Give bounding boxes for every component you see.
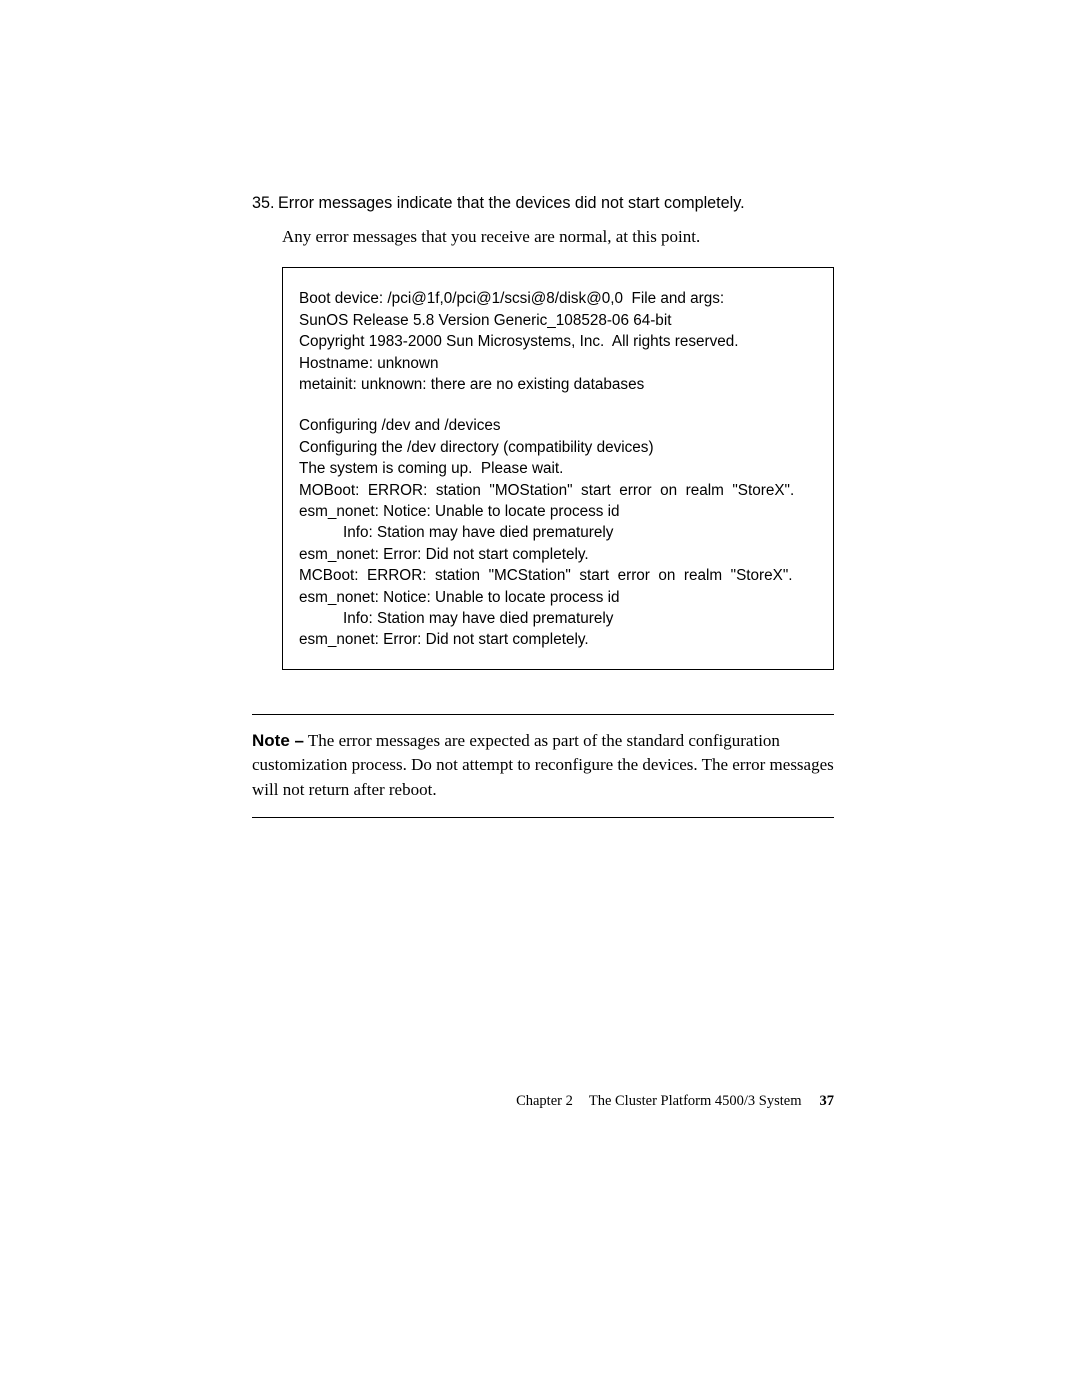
console-line: Hostname: unknown (299, 353, 817, 374)
console-line: esm_nonet: Notice: Unable to locate proc… (299, 501, 817, 522)
footer-page-number: 37 (820, 1093, 835, 1109)
page-content: 35.Error messages indicate that the devi… (252, 192, 834, 818)
step-heading: Error messages indicate that the devices… (278, 194, 745, 212)
console-line: metainit: unknown: there are no existing… (299, 374, 817, 395)
console-line: MOBoot: ERROR: station "MOStation" start… (299, 480, 817, 501)
console-line: The system is coming up. Please wait. (299, 458, 817, 479)
console-line: esm_nonet: Error: Did not start complete… (299, 629, 817, 650)
console-line: MCBoot: ERROR: station "MCStation" start… (299, 565, 817, 586)
console-line: Boot device: /pci@1f,0/pci@1/scsi@8/disk… (299, 288, 817, 309)
console-line: SunOS Release 5.8 Version Generic_108528… (299, 310, 817, 331)
footer-title: The Cluster Platform 4500/3 System (589, 1093, 802, 1109)
step-number: 35. (252, 192, 278, 215)
console-output-box: Boot device: /pci@1f,0/pci@1/scsi@8/disk… (282, 267, 834, 670)
note-block: Note – The error messages are expected a… (252, 714, 834, 818)
step-subtext: Any error messages that you receive are … (282, 225, 834, 250)
step-heading-line: 35.Error messages indicate that the devi… (252, 192, 834, 215)
console-line: Info: Station may have died prematurely (299, 608, 817, 629)
console-line: Configuring the /dev directory (compatib… (299, 437, 817, 458)
note-label: Note – (252, 731, 304, 750)
footer-chapter: Chapter 2 (516, 1093, 573, 1109)
console-line: esm_nonet: Error: Did not start complete… (299, 544, 817, 565)
page-footer: Chapter 2 The Cluster Platform 4500/3 Sys… (0, 1093, 1080, 1110)
console-line: Copyright 1983-2000 Sun Microsystems, In… (299, 331, 817, 352)
console-line: Configuring /dev and /devices (299, 415, 817, 436)
console-line: Info: Station may have died prematurely (299, 522, 817, 543)
note-text: The error messages are expected as part … (252, 731, 834, 799)
console-blank-line (299, 395, 817, 415)
console-line: esm_nonet: Notice: Unable to locate proc… (299, 587, 817, 608)
